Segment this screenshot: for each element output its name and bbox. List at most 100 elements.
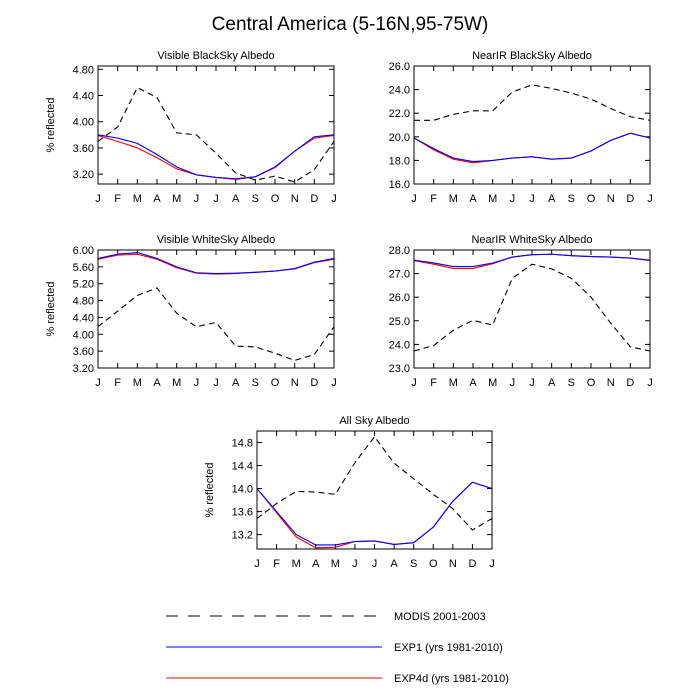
- series-line-modis: [257, 435, 492, 531]
- series-line-exp4d: [257, 481, 492, 549]
- panel-title: All Sky Albedo: [339, 415, 409, 427]
- y-axis-label: % reflected: [45, 97, 57, 152]
- x-tick-label: J: [372, 558, 378, 570]
- x-tick-label: N: [607, 377, 615, 389]
- x-tick-label: D: [310, 377, 318, 389]
- x-tick-label: F: [114, 193, 121, 205]
- y-tick-label: 13.2: [232, 530, 253, 542]
- y-tick-label: 27.0: [389, 269, 410, 281]
- x-tick-label: A: [469, 193, 477, 205]
- x-tick-label: A: [232, 193, 240, 205]
- series-line-modis: [98, 86, 334, 183]
- series-line-exp1: [98, 251, 334, 275]
- x-tick-label: J: [95, 193, 101, 205]
- x-tick-label: F: [114, 377, 121, 389]
- x-tick-label: O: [429, 558, 438, 570]
- legend-item-modis: MODIS 2001-2003: [166, 611, 486, 623]
- panel-nearir-whitesky: NearIR WhiteSky Albedo 23.0 24.0 25.0 26.0 27…: [389, 234, 653, 389]
- panel-title: Visible BlackSky Albedo: [157, 50, 274, 62]
- x-tick-label: J: [411, 193, 417, 205]
- x-tick-label: J: [510, 377, 516, 389]
- y-tick-label: 24.0: [389, 85, 410, 97]
- x-tick-label: M: [449, 193, 458, 205]
- y-tick-label: 16.0: [389, 179, 410, 191]
- x-tick-label: J: [647, 193, 653, 205]
- y-tick-label: 4.80: [73, 296, 94, 308]
- x-tick-label: A: [548, 193, 556, 205]
- series-line-exp1: [414, 253, 650, 268]
- series-line-exp1: [257, 481, 492, 546]
- y-tick-label: 14.8: [232, 438, 253, 450]
- figure-title: Central America (5-16N,95-75W): [212, 14, 489, 35]
- x-tick-label: M: [488, 193, 497, 205]
- x-tick-label: J: [489, 558, 495, 570]
- panel-title: Visible WhiteSky Albedo: [157, 234, 275, 246]
- x-tick-label: D: [626, 193, 634, 205]
- x-tick-label: O: [271, 193, 280, 205]
- y-tick-label: 24.0: [389, 339, 410, 351]
- legend-label-modis: MODIS 2001-2003: [394, 611, 486, 623]
- x-tick-label: M: [172, 377, 181, 389]
- x-tick-label: N: [291, 193, 299, 205]
- y-tick-label: 23.0: [389, 363, 410, 375]
- x-tick-label: A: [469, 377, 477, 389]
- y-tick-label: 20.0: [389, 132, 410, 144]
- x-tick-label: N: [291, 377, 299, 389]
- x-tick-label: S: [252, 193, 259, 205]
- plot-frame: [97, 65, 335, 185]
- x-tick-label: N: [607, 193, 615, 205]
- x-tick-label: A: [153, 193, 161, 205]
- panel-title: NearIR BlackSky Albedo: [472, 50, 592, 62]
- x-tick-label: A: [312, 558, 320, 570]
- y-tick-label: 4.40: [73, 91, 94, 103]
- panel-nearir-blacksky: NearIR BlackSky Albedo 16.0 18.0 20.0 22.0 24…: [389, 50, 653, 205]
- x-tick-label: J: [647, 377, 653, 389]
- legend-item-exp1: EXP1 (yrs 1981-2010): [166, 642, 503, 654]
- x-tick-label: M: [172, 193, 181, 205]
- x-tick-label: O: [587, 193, 596, 205]
- y-tick-label: 6.00: [73, 245, 94, 257]
- y-tick-label: 3.60: [73, 143, 94, 155]
- x-tick-label: M: [449, 377, 458, 389]
- x-tick-label: J: [331, 377, 337, 389]
- x-tick-label: J: [352, 558, 358, 570]
- x-tick-label: F: [430, 193, 437, 205]
- x-tick-label: A: [232, 377, 240, 389]
- y-tick-label: 28.0: [389, 245, 410, 257]
- x-tick-label: J: [95, 377, 101, 389]
- series-line-modis: [414, 263, 650, 352]
- y-tick-label: 22.0: [389, 108, 410, 120]
- x-tick-label: J: [411, 377, 417, 389]
- x-tick-label: J: [331, 193, 337, 205]
- legend-label-exp1: EXP1 (yrs 1981-2010): [394, 642, 503, 654]
- x-tick-label: A: [153, 377, 161, 389]
- x-tick-label: M: [488, 377, 497, 389]
- plot-frame: [413, 65, 651, 185]
- x-tick-label: J: [194, 193, 200, 205]
- x-tick-label: A: [390, 558, 398, 570]
- y-axis-label: % reflected: [204, 462, 216, 517]
- y-tick-label: 3.20: [73, 169, 94, 181]
- y-tick-label: 18.0: [389, 155, 410, 167]
- y-tick-label: 4.00: [73, 329, 94, 341]
- x-tick-label: D: [310, 193, 318, 205]
- panel-title: NearIR WhiteSky Albedo: [471, 234, 592, 246]
- plot-frame: [256, 430, 493, 550]
- x-tick-label: S: [568, 377, 575, 389]
- y-tick-label: 26.0: [389, 61, 410, 73]
- y-tick-label: 14.0: [232, 484, 253, 496]
- y-tick-label: 26.0: [389, 292, 410, 304]
- y-tick-label: 4.00: [73, 117, 94, 129]
- x-tick-label: J: [510, 193, 516, 205]
- panel-visible-whitesky: Visible WhiteSky Albedo 3.20 3.60 4.00 4.40 4…: [45, 234, 337, 389]
- series-line-modis: [414, 84, 650, 121]
- x-tick-label: J: [529, 193, 535, 205]
- x-tick-label: D: [468, 558, 476, 570]
- y-tick-label: 4.80: [73, 64, 94, 76]
- y-tick-label: 25.0: [389, 316, 410, 328]
- x-tick-label: J: [213, 193, 219, 205]
- series-line-modis: [98, 287, 334, 361]
- x-tick-label: J: [213, 377, 219, 389]
- legend-item-exp4d: EXP4d (yrs 1981-2010): [166, 673, 509, 685]
